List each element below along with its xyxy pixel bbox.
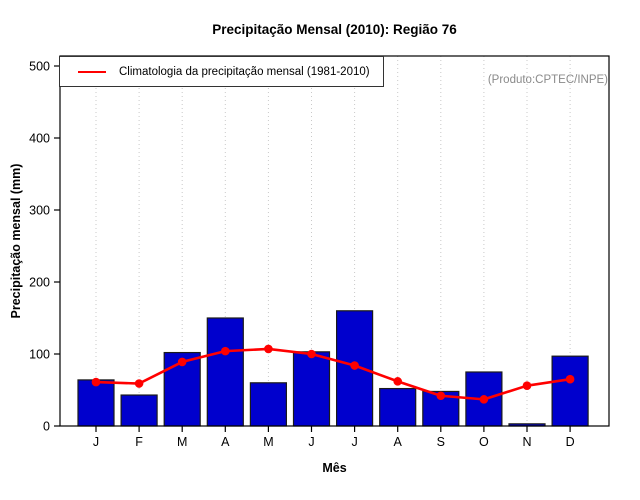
climatology-point (221, 346, 230, 356)
legend: Climatologia da precipitação mensal (198… (59, 56, 384, 87)
chart-title: Precipitação Mensal (2010): Região 76 (212, 22, 457, 37)
x-axis-title: Mês (322, 461, 347, 475)
bar-A-4 (206, 317, 244, 427)
legend-label: Climatologia da precipitação mensal (198… (119, 65, 370, 78)
x-tick-label: J (93, 435, 99, 449)
x-tick-label: J (351, 435, 357, 449)
bar-J-1 (77, 379, 115, 427)
bar-D-12 (551, 355, 589, 427)
y-axis-title: Precipitação mensal (mm) (9, 163, 23, 319)
x-tick-label: N (522, 435, 531, 449)
x-tick-label: D (566, 435, 575, 449)
climatology-point (350, 361, 359, 370)
y-tick-label: 500 (29, 60, 50, 74)
y-tick-label: 200 (29, 276, 50, 290)
climatology-point (522, 381, 532, 390)
y-tick-label: 100 (29, 348, 50, 362)
x-tick-label: M (263, 435, 273, 449)
climatology-point (565, 374, 575, 384)
bar-J-6 (292, 351, 331, 427)
x-tick-label: S (437, 435, 445, 449)
y-tick-label: 300 (29, 204, 50, 218)
x-tick-label: O (479, 435, 489, 449)
climatology-point (393, 377, 403, 386)
climatology-point (264, 344, 273, 354)
climatology-line-sample-icon (78, 70, 106, 73)
climatology-point (177, 357, 187, 367)
x-tick-label: J (308, 435, 314, 449)
x-tick-label: A (394, 435, 403, 449)
climatology-line (95, 347, 571, 401)
product-annotation: (Produto:CPTEC/INPE) (487, 74, 608, 86)
x-tick-label: F (135, 435, 143, 449)
bar-A-8 (379, 387, 417, 427)
climatology-point (479, 395, 489, 404)
climatology-point (307, 349, 316, 359)
bar-M-5 (249, 382, 287, 427)
y-tick-label: 0 (43, 420, 50, 434)
climatology-point (436, 391, 446, 401)
y-tick-label: 400 (29, 132, 50, 146)
x-tick-label: M (177, 435, 187, 449)
climatology-point (134, 379, 144, 388)
climatology-point (91, 377, 101, 387)
x-tick-label: A (221, 435, 230, 449)
bar-F-2 (120, 394, 158, 427)
